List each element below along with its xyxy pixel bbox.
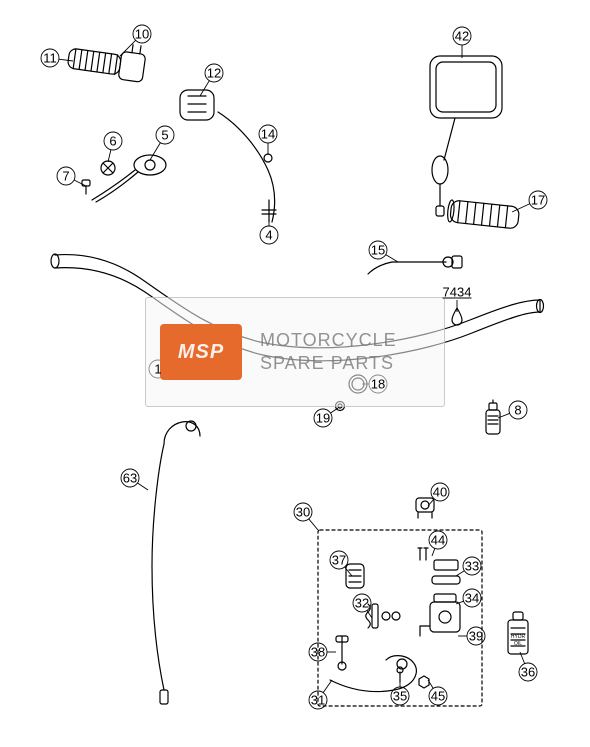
svg-text:OIL: OIL <box>514 641 522 647</box>
parts-diagram: HYDR OIL <box>0 0 590 747</box>
svg-text:HYDR: HYDR <box>511 634 526 640</box>
